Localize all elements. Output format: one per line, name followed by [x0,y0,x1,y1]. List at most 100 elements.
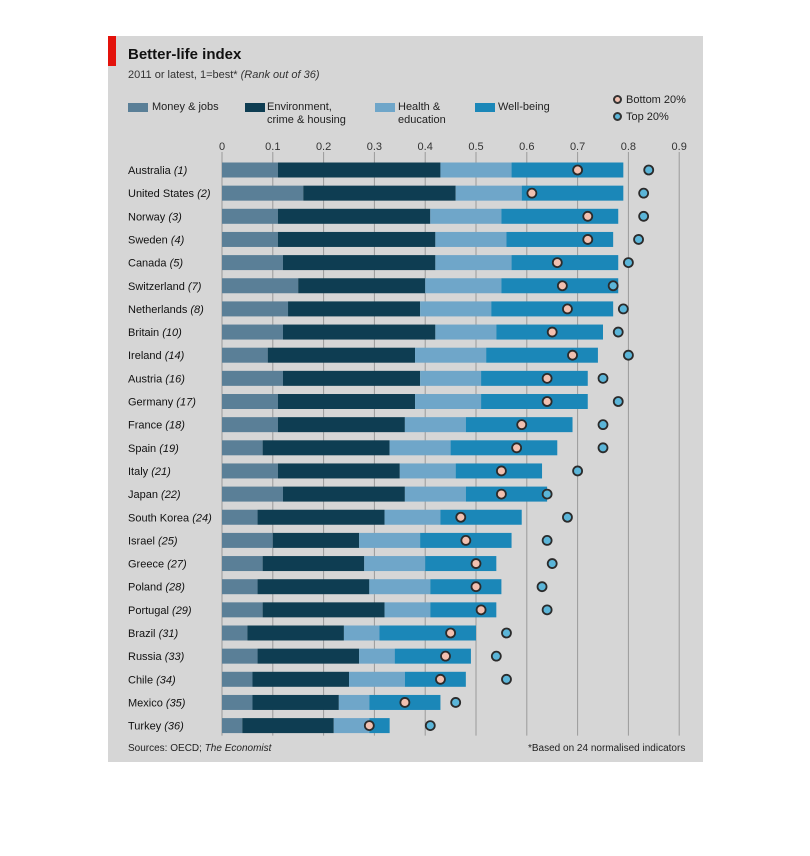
bar-segment [222,370,283,386]
bar-segment [420,301,492,317]
country-label: Turkey (36) [128,721,184,733]
x-tick-label: 0.4 [418,141,433,153]
bar-segment [222,255,283,271]
country-label: Australia (1) [128,165,188,177]
bottom-20-marker [572,164,583,176]
bar-segment [455,185,522,201]
country-rank: (14) [165,350,185,362]
bar-segment [303,185,456,201]
bar-segment [420,370,482,386]
chart-subtitle: 2011 or latest, 1=best* (Rank out of 36) [128,69,320,81]
bar-segment [389,440,451,456]
country-label: Germany (17) [128,397,196,409]
legend-environment-line1: Environment, [267,101,332,113]
country-rank: (29) [172,605,192,617]
bar-segment [486,347,598,363]
country-rank: (25) [158,535,178,547]
top-20-marker [612,396,624,407]
bar-segment [242,718,334,734]
top-20-marker [633,234,644,245]
bar-segment [298,278,426,294]
bar-segment [282,324,436,340]
bar-segment [222,440,263,456]
country-label: Mexico (35) [128,697,186,709]
legend-swatch-health [375,103,395,112]
footer-source-label: Sources: OECD; [128,743,205,754]
legend-health-line2: education [398,114,446,126]
bar-segment [222,324,283,340]
bar-segment [277,417,405,433]
top-20-marker [490,650,502,662]
bar-segment [369,579,431,595]
bar-segment [222,486,283,502]
country-label: Italy (21) [128,466,171,478]
top-20-marker [597,372,609,384]
bar-segment [491,301,614,317]
bar-segment [338,694,370,710]
bottom-20-marker [399,697,411,708]
country-label: Netherlands (8) [128,304,204,316]
country-label: Brazil (31) [128,628,178,640]
bottom-20-marker [582,210,594,222]
bar-segment [277,231,436,247]
x-tick-label: 0.6 [519,141,534,153]
subtitle-rank: (Rank out of 36) [240,69,320,81]
country-rank: (19) [159,443,179,455]
bar-segment [222,532,273,548]
country-label: South Korea (24) [128,512,212,524]
legend-swatch-wellbeing [475,103,495,112]
bottom-20-marker [526,187,538,199]
country-label: Switzerland (7) [128,281,202,293]
bottom-20-marker [470,581,482,593]
country-rank: (34) [156,674,176,686]
bottom-20-marker [582,234,594,245]
bottom-20-marker [455,511,467,523]
bottom-20-marker [516,419,528,431]
x-tick-label: 0.2 [316,141,331,153]
bar-segment [501,208,619,224]
country-label: Chile (34) [128,674,176,686]
bar-segment [425,556,497,572]
bar-segment [333,718,370,734]
top-20-marker [623,349,634,361]
country-label: Canada (5) [128,258,183,270]
bar-segment [252,671,349,687]
bar-segment [282,255,436,271]
bottom-20-marker [445,627,457,639]
bar-segment [394,648,471,664]
legend-health-line1: Health & [398,101,441,113]
bar-segment [262,602,385,618]
bar-segment [222,185,304,201]
top-20-marker [638,187,650,199]
bar-segment [384,602,431,618]
bottom-20-marker [511,442,523,454]
bottom-20-marker [546,326,558,338]
brand-tag [108,36,116,66]
bar-segment [359,648,395,664]
bar-segment [222,509,258,525]
top-20-marker [501,627,512,639]
country-label: Spain (19) [128,443,179,455]
top-20-marker [541,488,553,500]
bar-segment [222,394,278,409]
bar-segment [222,301,289,317]
bottom-20-marker [440,650,451,662]
bar-segment [349,671,405,687]
country-rank: (27) [167,559,187,571]
bar-segment [425,278,502,294]
bar-segment [222,347,268,363]
top-20-marker [597,419,609,431]
legend-label-environment: Environment, crime & housing [267,101,346,127]
legend-label-health: Health & education [398,101,446,127]
bar-segment [430,579,502,595]
bar-segment [415,347,487,363]
bar-segment [222,463,278,479]
country-rank: (24) [192,512,212,524]
top-20-marker [541,604,553,616]
bar-segment [511,162,624,178]
bar-segment [511,255,619,271]
bar-segment [440,162,512,178]
bar-segment [262,556,365,572]
bar-segment [506,231,614,247]
bar-segment [435,324,497,340]
